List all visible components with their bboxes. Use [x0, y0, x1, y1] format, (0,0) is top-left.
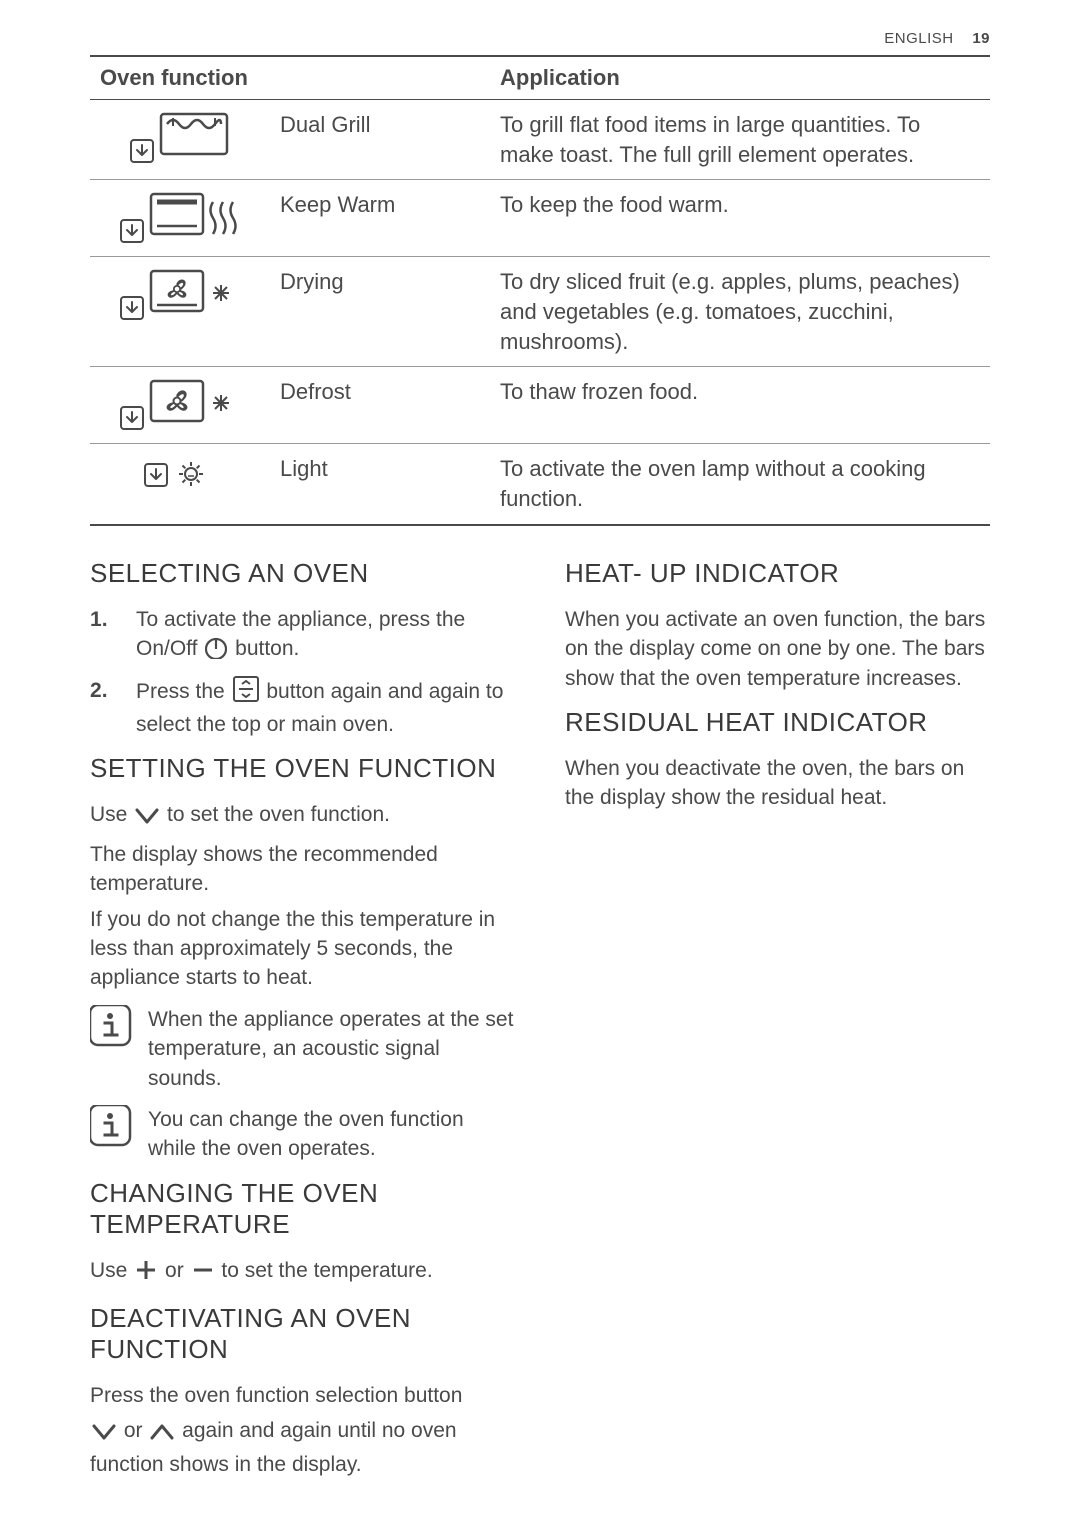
body-text: If you do not change the this temperatur…: [90, 905, 515, 993]
table-row: Dual Grill To grill flat food items in l…: [90, 100, 990, 180]
oven-function-table: Oven function Application Dual Grill To …: [90, 55, 990, 526]
body-text: Use to set the oven function.: [90, 800, 515, 833]
th-function: Oven function: [90, 56, 490, 100]
info-text: When the appliance operates at the set t…: [148, 1005, 515, 1093]
section-title: CHANGING THE OVEN TEMPERATURE: [90, 1178, 515, 1240]
chevron-down-icon: [92, 1420, 116, 1449]
right-column: HEAT- UP INDICATOR When you activate an …: [565, 544, 990, 1485]
info-note: You can change the oven function while t…: [90, 1105, 515, 1164]
info-note: When the appliance operates at the set t…: [90, 1005, 515, 1093]
header-lang: ENGLISH: [884, 30, 953, 47]
section-title: SETTING THE OVEN FUNCTION: [90, 753, 515, 784]
table-row: Drying To dry sliced fruit (e.g. apples,…: [90, 257, 990, 367]
fn-name: Keep Warm: [270, 180, 490, 257]
section-title: SELECTING AN OVEN: [90, 558, 515, 589]
minus-icon: [192, 1259, 214, 1289]
fn-app: To grill flat food items in large quanti…: [490, 100, 990, 180]
body-text: When you activate an oven function, the …: [565, 605, 990, 693]
oven-select-icon: [233, 676, 259, 710]
step-2: Press the button again and again to sele…: [90, 676, 515, 740]
chevron-up-icon: [150, 1420, 174, 1449]
defrost-icon: [115, 377, 245, 433]
fn-app: To activate the oven lamp without a cook…: [490, 444, 990, 525]
chevron-down-icon: [135, 804, 159, 833]
body-text: When you deactivate the oven, the bars o…: [565, 754, 990, 813]
drying-icon: [115, 267, 245, 323]
body-text: Press the oven function selection button: [90, 1381, 515, 1410]
table-row: Keep Warm To keep the food warm.: [90, 180, 990, 257]
fn-name: Light: [270, 444, 490, 525]
th-application: Application: [490, 56, 990, 100]
body-columns: SELECTING AN OVEN To activate the applia…: [90, 544, 990, 1485]
dual-grill-icon: [125, 110, 235, 166]
section-title: RESIDUAL HEAT INDICATOR: [565, 707, 990, 738]
fn-app: To keep the food warm.: [490, 180, 990, 257]
section-title: DEACTIVATING AN OVEN FUNCTION: [90, 1303, 515, 1365]
power-icon: [205, 637, 227, 667]
left-column: SELECTING AN OVEN To activate the applia…: [90, 544, 515, 1485]
info-text: You can change the oven function while t…: [148, 1105, 515, 1164]
plus-icon: [135, 1259, 157, 1289]
keep-warm-icon: [115, 190, 245, 246]
light-icon: [135, 454, 225, 494]
body-text: The display shows the recommended temper…: [90, 840, 515, 899]
selecting-oven-steps: To activate the appliance, press the On/…: [90, 605, 515, 740]
info-icon: [90, 1005, 132, 1093]
info-icon: [90, 1105, 132, 1164]
page-header: ENGLISH 19: [90, 30, 990, 47]
fn-name: Drying: [270, 257, 490, 367]
table-row: Light To activate the oven lamp without …: [90, 444, 990, 525]
fn-app: To thaw frozen food.: [490, 367, 990, 444]
body-text: or again and again until no oven functio…: [90, 1416, 515, 1479]
fn-app: To dry sliced fruit (e.g. apples, plums,…: [490, 257, 990, 367]
fn-name: Dual Grill: [270, 100, 490, 180]
step-1: To activate the appliance, press the On/…: [90, 605, 515, 668]
section-title: HEAT- UP INDICATOR: [565, 558, 990, 589]
table-row: Defrost To thaw frozen food.: [90, 367, 990, 444]
fn-name: Defrost: [270, 367, 490, 444]
body-text: Use or to set the temperature.: [90, 1256, 515, 1289]
header-page: 19: [972, 30, 990, 47]
